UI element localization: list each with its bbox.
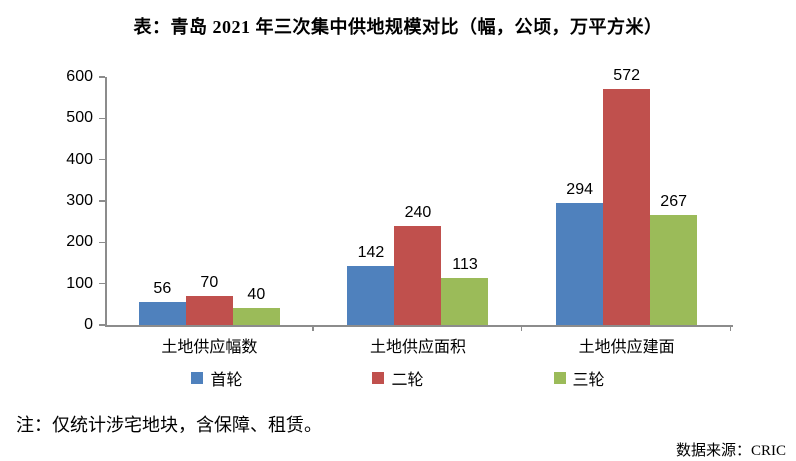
bar-value-label: 267 <box>660 192 688 210</box>
bar-group: 56 70 40 <box>105 77 314 325</box>
bar-value-label: 572 <box>613 66 641 84</box>
y-tick-label: 400 <box>66 150 93 168</box>
y-tick-mark <box>99 158 105 161</box>
bar: 267 <box>650 193 698 325</box>
x-tick-mark <box>729 325 731 331</box>
legend-swatch-icon <box>553 372 566 384</box>
bar: 40 <box>232 286 280 325</box>
x-tick-mark <box>520 325 523 331</box>
legend-item: 三轮 <box>553 366 605 390</box>
y-tick-mark <box>99 117 105 120</box>
bar-value-label: 56 <box>153 279 172 297</box>
chart-title: 表：青岛 2021 年三次集中供地规模对比（幅，公顷，万平方米） <box>133 17 663 37</box>
legend: 首轮 二轮 三轮 <box>0 366 796 390</box>
bar-group: 294 572 267 <box>522 67 731 325</box>
legend-swatch-icon <box>191 372 204 384</box>
bar-value-label: 294 <box>566 181 594 199</box>
bar: 142 <box>347 244 395 325</box>
y-tick-mark <box>99 324 105 326</box>
legend-item: 首轮 <box>191 366 242 390</box>
legend-label: 三轮 <box>572 372 605 389</box>
bar-value-label: 142 <box>357 244 385 262</box>
bar: 113 <box>441 256 489 325</box>
y-tick-label: 0 <box>84 316 93 333</box>
y-tick-label: 300 <box>66 192 93 209</box>
bar-value-label: 113 <box>452 256 478 274</box>
category-label: 土地供应幅数 <box>161 339 258 356</box>
legend-swatch-icon <box>372 372 385 384</box>
bar-value-label: 240 <box>404 203 432 221</box>
bar: 56 <box>138 280 186 325</box>
y-tick-mark <box>99 241 105 244</box>
bar: 240 <box>394 204 442 325</box>
legend-label: 二轮 <box>391 372 424 389</box>
x-axis-line <box>105 325 733 327</box>
y-tick-mark <box>99 282 105 285</box>
y-tick-label: 500 <box>66 109 93 127</box>
category-label: 土地供应建面 <box>578 339 675 356</box>
data-source: 数据来源：CRIC <box>675 443 786 459</box>
bar: 572 <box>603 67 651 325</box>
bar-value-label: 70 <box>200 274 219 292</box>
y-tick-label: 100 <box>66 274 93 292</box>
legend-label: 首轮 <box>210 372 243 389</box>
bar-group: 142 240 113 <box>314 77 523 325</box>
bar: 294 <box>556 181 604 325</box>
y-axis-line <box>105 77 107 325</box>
legend-item: 二轮 <box>372 366 424 390</box>
y-tick-label: 600 <box>66 68 93 85</box>
x-tick-mark <box>312 325 314 331</box>
bar-value-label: 40 <box>247 286 266 304</box>
y-tick-mark <box>99 76 105 78</box>
bar: 70 <box>185 274 233 325</box>
y-tick-mark <box>99 200 105 202</box>
footnote: 注：仅统计涉宅地块，含保障、租赁。 <box>16 415 322 435</box>
category-label: 土地供应面积 <box>369 339 466 356</box>
y-tick-label: 200 <box>66 233 93 251</box>
